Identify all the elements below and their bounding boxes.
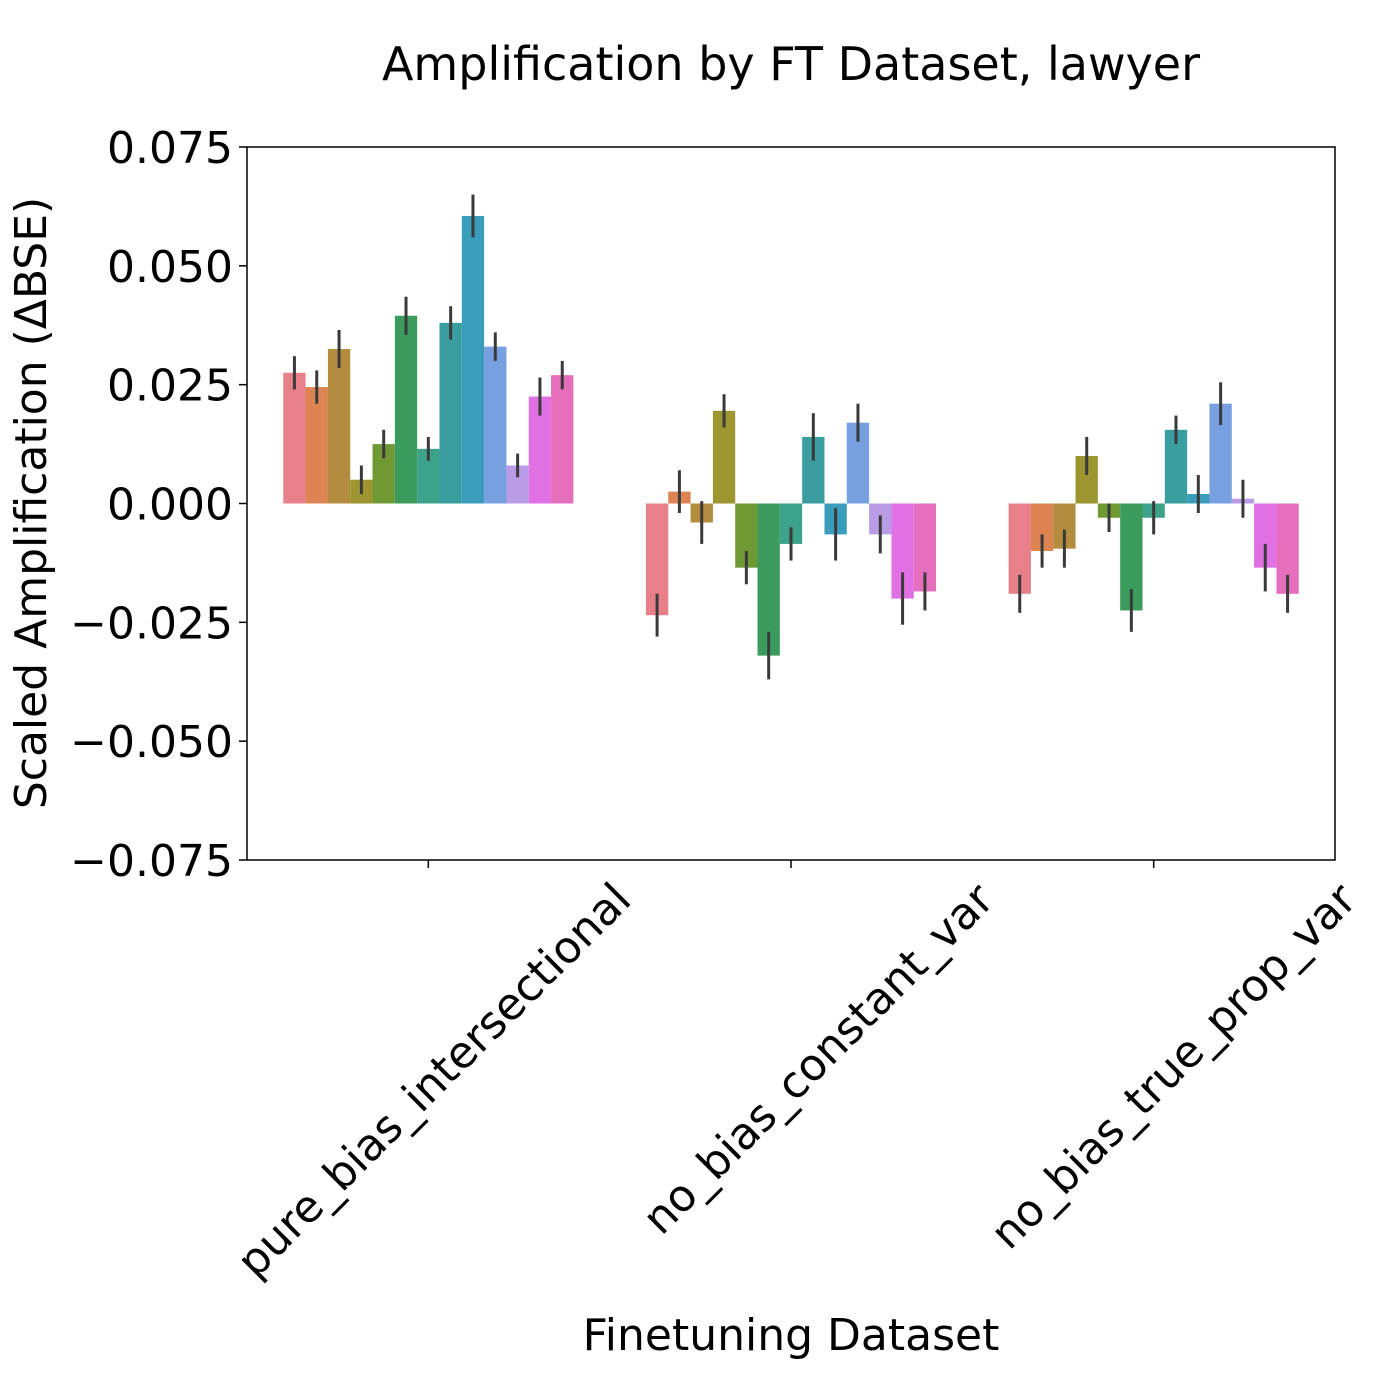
bar-pure_bias_intersectional-1 bbox=[305, 387, 328, 504]
bars-layer bbox=[283, 215, 1299, 656]
bar-pure_bias_intersectional-5 bbox=[394, 315, 418, 504]
bar-pure_bias_intersectional-2 bbox=[327, 349, 351, 504]
bar-no_bias_constant_var-0 bbox=[645, 503, 669, 616]
bar-no_bias_true_prop_var-1 bbox=[1030, 503, 1054, 552]
y-tick-label: 0.075 bbox=[107, 123, 233, 174]
bar-no_bias_true_prop_var-3 bbox=[1075, 455, 1098, 504]
bar-no_bias_constant_var-9 bbox=[846, 422, 870, 504]
bar-pure_bias_intersectional-10 bbox=[506, 465, 529, 504]
y-tick-label: −0.075 bbox=[70, 836, 233, 887]
bar-no_bias_true_prop_var-2 bbox=[1053, 503, 1076, 549]
bar-no_bias_true_prop_var-0 bbox=[1008, 503, 1031, 594]
bar-pure_bias_intersectional-9 bbox=[484, 346, 507, 504]
bar-pure_bias_intersectional-8 bbox=[461, 215, 485, 504]
bar-no_bias_constant_var-11 bbox=[891, 503, 914, 599]
bar-no_bias_constant_var-5 bbox=[757, 503, 780, 656]
bar-no_bias_constant_var-3 bbox=[712, 410, 736, 504]
x-tick-label-pure_bias_intersectional: pure_bias_intersectional bbox=[227, 874, 641, 1288]
bar-pure_bias_intersectional-7 bbox=[439, 322, 462, 504]
bar-no_bias_true_prop_var-12 bbox=[1276, 503, 1299, 594]
y-tick-label: 0.000 bbox=[107, 480, 233, 531]
y-axis: 0.075 0.050 0.025 0.000 −0.025 −0.050 −0.075 bbox=[70, 123, 247, 887]
bar-no_bias_constant_var-7 bbox=[802, 436, 825, 504]
x-tick-label-no_bias_constant_var: no_bias_constant_var bbox=[633, 873, 1004, 1244]
bar-pure_bias_intersectional-4 bbox=[372, 444, 395, 504]
y-tick-label: 0.025 bbox=[107, 361, 233, 412]
bar-no_bias_constant_var-6 bbox=[779, 503, 803, 544]
y-tick-label: −0.050 bbox=[70, 717, 233, 768]
bar-no_bias_true_prop_var-7 bbox=[1164, 429, 1188, 504]
bar-no_bias_constant_var-12 bbox=[913, 503, 937, 592]
x-axis: pure_bias_intersectionalno_bias_constant… bbox=[227, 860, 1367, 1288]
x-tick-label-no_bias_true_prop_var: no_bias_true_prop_var bbox=[981, 873, 1367, 1259]
bar-pure_bias_intersectional-11 bbox=[528, 396, 552, 504]
bar-no_bias_true_prop_var-5 bbox=[1120, 503, 1143, 611]
bar-no_bias_constant_var-4 bbox=[735, 503, 758, 568]
x-axis-label: Finetuning Dataset bbox=[583, 1310, 1000, 1361]
y-tick-label: −0.025 bbox=[70, 598, 233, 649]
chart-title: Amplification by FT Dataset, lawyer bbox=[382, 37, 1200, 91]
error-bars-layer bbox=[292, 194, 1290, 680]
bar-no_bias_true_prop_var-9 bbox=[1209, 403, 1232, 504]
y-tick-label: 0.050 bbox=[107, 242, 233, 293]
bar-no_bias_true_prop_var-11 bbox=[1254, 503, 1277, 568]
bar-pure_bias_intersectional-0 bbox=[283, 372, 306, 504]
y-axis-label: Scaled Amplification (ΔBSE) bbox=[6, 197, 57, 809]
bar-pure_bias_intersectional-6 bbox=[417, 448, 440, 504]
bar-pure_bias_intersectional-12 bbox=[551, 375, 574, 504]
